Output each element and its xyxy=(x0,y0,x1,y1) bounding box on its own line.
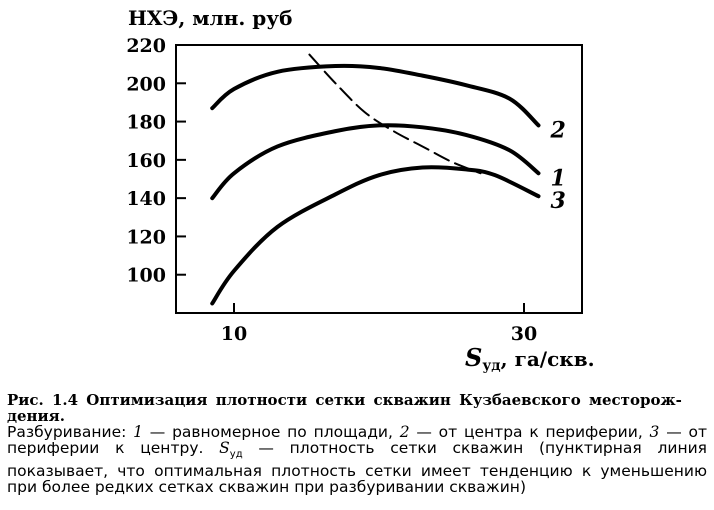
series-line-3 xyxy=(210,165,541,306)
y-tick-label: 220 xyxy=(126,35,166,57)
x-tick-label: 10 xyxy=(221,323,247,345)
x-axis-subscript: уд xyxy=(482,358,500,374)
caption-num-2: 2 xyxy=(399,423,410,441)
x-axis-symbol: S xyxy=(465,343,482,372)
curve-labels: 2 13 xyxy=(550,117,566,214)
plot-frame xyxy=(175,44,583,314)
caption-text: Разбуривание: xyxy=(7,423,134,441)
y-tick-label: 200 xyxy=(126,73,166,95)
x-axis-ticks: 10 30 xyxy=(221,303,537,345)
x-tick-label: 30 xyxy=(511,323,537,345)
series-label-1: 1 xyxy=(551,165,566,191)
caption-body: Разбуривание: 1 — равномерное по площади… xyxy=(7,424,707,495)
y-tick-label: 140 xyxy=(126,188,166,210)
figure-caption: Рис. 1.4 Оптимизация плотности сетки скв… xyxy=(7,392,707,495)
caption-text: — от центра к периферии, xyxy=(409,423,650,441)
y-tick-label: 180 xyxy=(126,112,166,134)
caption-text: — равномерное по площади, xyxy=(143,423,400,441)
caption-s-symbol: S xyxy=(219,439,230,457)
x-axis-unit: , га/скв. xyxy=(501,347,595,371)
caption-s-subscript: уд xyxy=(229,449,243,461)
series-label-3: 3 xyxy=(551,188,566,214)
series-label-2: 2 xyxy=(550,117,566,143)
y-tick-label: 160 xyxy=(126,150,166,172)
caption-text: — от периферии к центру. xyxy=(7,423,708,457)
series-line-optimum-dashed xyxy=(308,53,482,175)
caption-num-1: 1 xyxy=(133,423,143,441)
caption-text: — плотность сетки скважин (пунктирная ли… xyxy=(7,439,707,497)
chart: НХЭ, млн. руб 220 200 180 160 140 120 100 10 30… xyxy=(126,6,595,374)
series-line-2 xyxy=(210,63,541,128)
series-line-1 xyxy=(210,123,541,201)
x-axis-title: Sуд, га/скв. xyxy=(465,343,595,374)
y-axis-title: НХЭ, млн. руб xyxy=(128,6,292,30)
caption-title: Рис. 1.4 Оптимизация плотности сетки скв… xyxy=(7,391,682,425)
caption-num-3: 3 xyxy=(649,423,660,441)
series-layer xyxy=(210,53,541,306)
y-tick-label: 120 xyxy=(126,226,166,248)
y-tick-label: 100 xyxy=(126,265,166,287)
y-axis-ticks: 220 200 180 160 140 120 100 xyxy=(126,35,186,287)
